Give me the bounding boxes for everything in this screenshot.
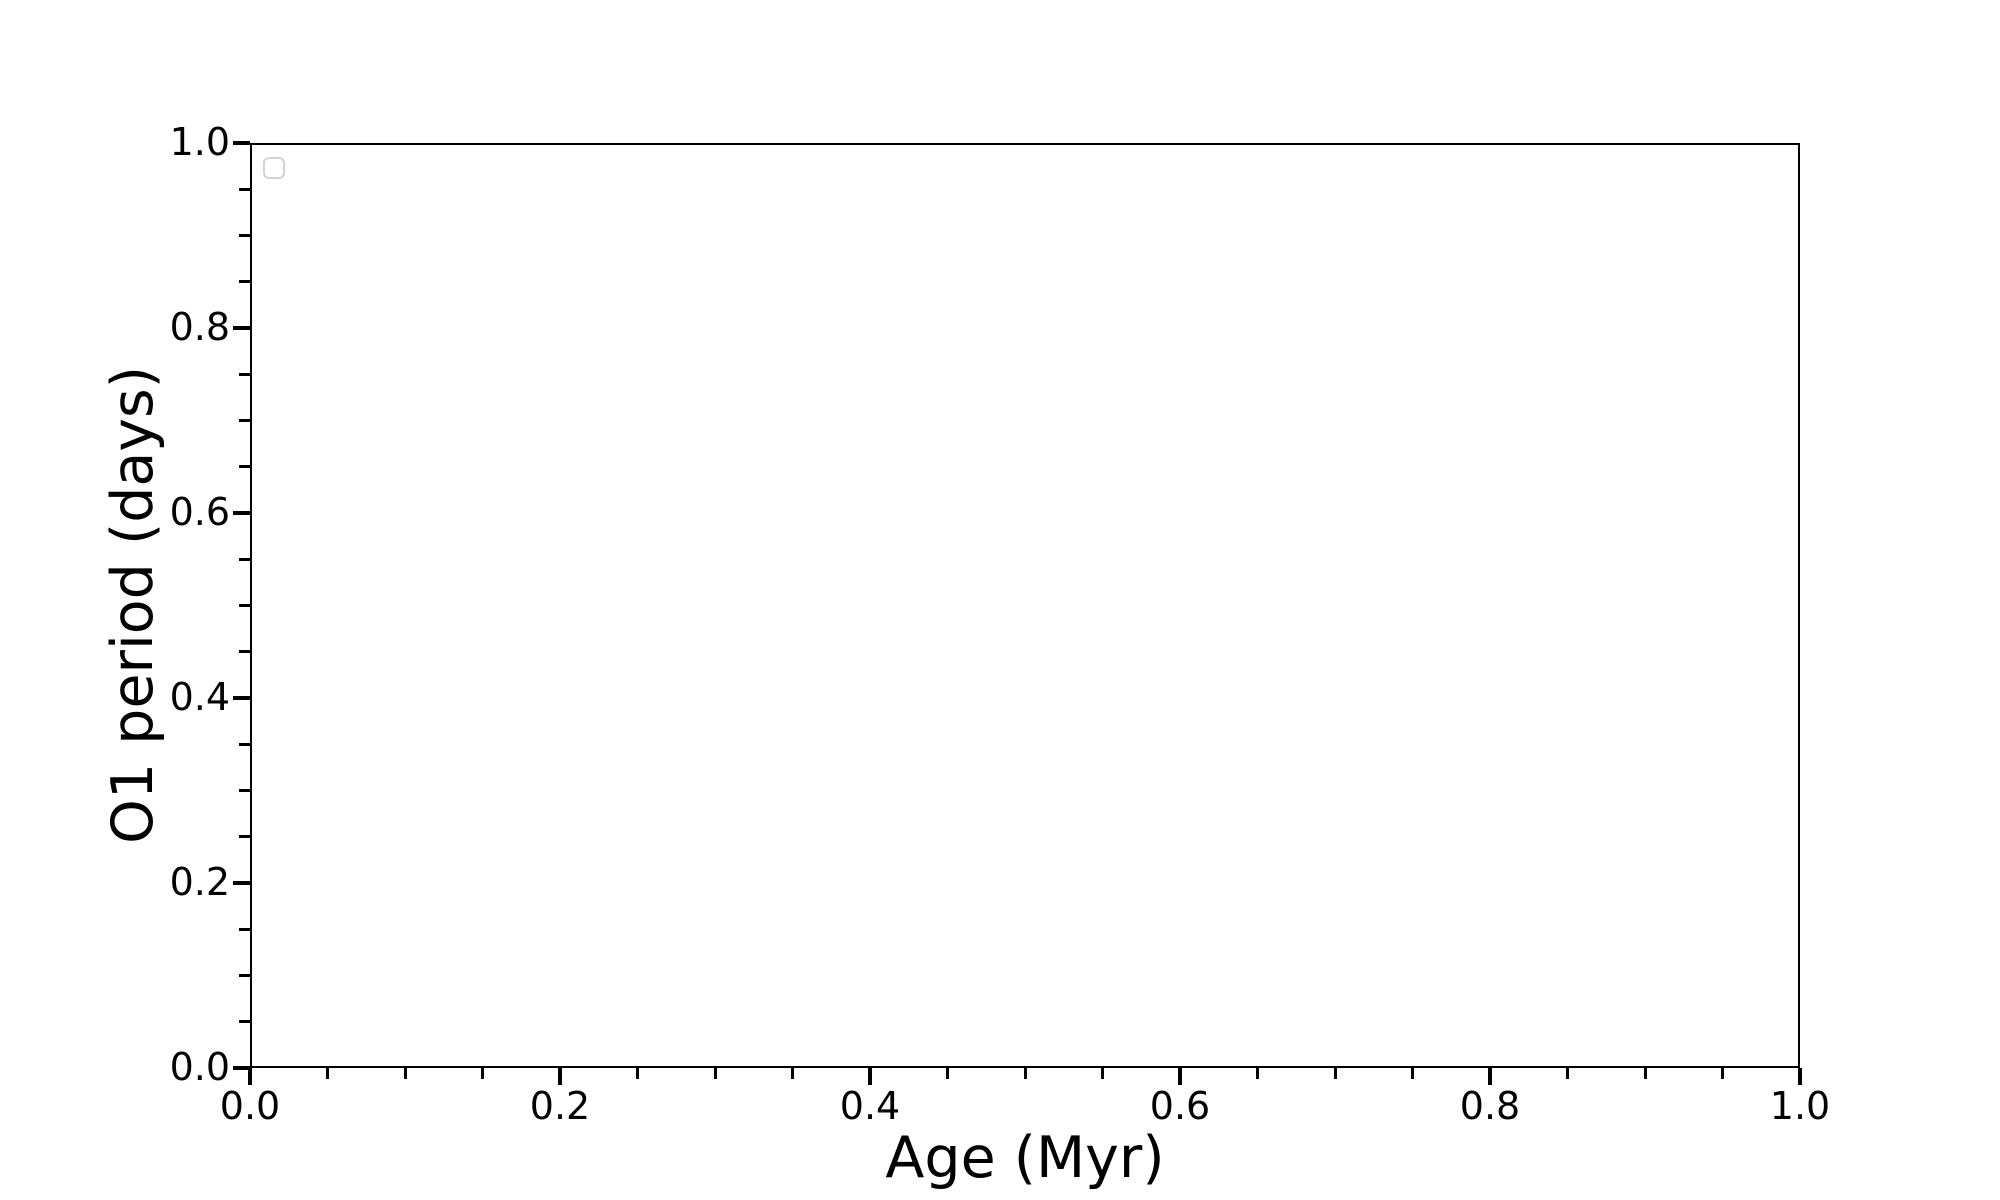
x-minor-tick	[791, 1068, 794, 1079]
y-tick-label: 0.4	[169, 675, 230, 720]
y-major-tick	[233, 326, 250, 330]
y-minor-tick	[239, 557, 250, 561]
y-minor-tick	[239, 650, 250, 654]
x-tick-label: 0.6	[1149, 1084, 1211, 1128]
x-major-tick	[1178, 1068, 1182, 1085]
x-minor-tick	[1333, 1068, 1337, 1079]
y-tick-label: 1.0	[169, 120, 230, 165]
y-axis-label: O1 period (days)	[99, 366, 166, 844]
x-axis-label: Age (Myr)	[885, 1125, 1165, 1191]
y-minor-tick	[239, 187, 250, 191]
x-minor-tick	[403, 1068, 407, 1079]
y-minor-tick	[239, 234, 250, 237]
x-minor-tick	[1023, 1068, 1027, 1079]
y-tick-label: 0.8	[169, 305, 230, 350]
y-minor-tick	[239, 372, 250, 376]
x-major-tick	[558, 1068, 562, 1085]
y-minor-tick	[239, 465, 250, 469]
x-major-tick	[868, 1068, 872, 1085]
y-minor-tick	[239, 789, 250, 792]
y-major-tick	[233, 881, 250, 885]
x-minor-tick	[326, 1068, 329, 1079]
x-minor-tick	[636, 1068, 639, 1079]
y-major-tick	[233, 511, 250, 515]
y-minor-tick	[239, 835, 250, 839]
y-minor-tick	[239, 927, 250, 931]
x-major-tick	[248, 1068, 252, 1085]
x-tick-label: 0.8	[1459, 1084, 1521, 1128]
x-major-tick	[1798, 1068, 1802, 1085]
x-tick-label: 0.0	[219, 1084, 281, 1128]
x-minor-tick	[481, 1068, 484, 1079]
y-major-tick	[233, 141, 250, 145]
legend-box	[263, 157, 285, 179]
x-minor-tick	[946, 1068, 949, 1079]
x-minor-tick	[1411, 1068, 1414, 1079]
y-major-tick	[233, 696, 250, 700]
y-tick-label: 0.0	[169, 1045, 230, 1090]
y-minor-tick	[239, 1020, 250, 1024]
y-tick-label: 0.2	[169, 860, 230, 905]
y-minor-tick	[239, 604, 250, 607]
x-minor-tick	[1256, 1068, 1259, 1079]
y-minor-tick	[239, 974, 250, 977]
x-tick-label: 0.2	[529, 1084, 591, 1128]
y-minor-tick	[239, 742, 250, 746]
x-minor-tick	[1566, 1068, 1569, 1079]
y-minor-tick	[239, 280, 250, 284]
x-minor-tick	[1721, 1068, 1724, 1079]
x-minor-tick	[1101, 1068, 1104, 1079]
x-tick-label: 0.4	[839, 1084, 901, 1128]
y-major-tick	[233, 1066, 250, 1070]
plot-area	[250, 143, 1800, 1068]
x-major-tick	[1488, 1068, 1492, 1085]
y-minor-tick	[239, 419, 250, 422]
y-tick-label: 0.6	[169, 490, 230, 535]
x-tick-label: 1.0	[1769, 1084, 1831, 1128]
x-minor-tick	[713, 1068, 717, 1079]
x-minor-tick	[1643, 1068, 1647, 1079]
